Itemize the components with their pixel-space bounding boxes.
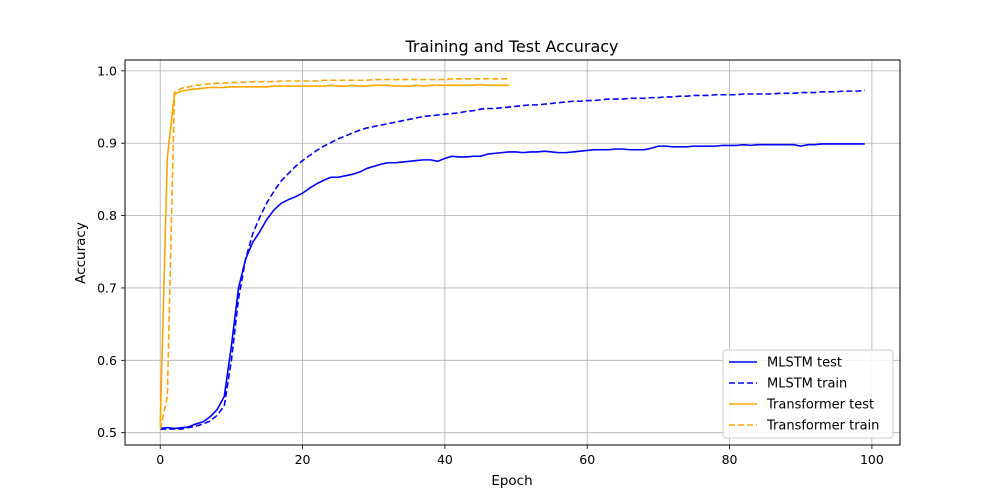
series-line-2 <box>159 83 509 426</box>
grid-lines <box>125 60 900 445</box>
x-tick-label: 40 <box>437 452 453 467</box>
legend-label-3: Transformer train <box>766 419 879 434</box>
y-tick-label: 0.8 <box>97 208 117 223</box>
y-axis-label: Accuracy <box>73 222 89 284</box>
legend-label-0: MLSTM test <box>767 356 842 371</box>
axis-ticks: 0 20 40 60 80 100 0.5 0.6 0.7 0.8 0.9 1.0 <box>97 63 884 467</box>
x-tick-label: 60 <box>579 452 595 467</box>
x-tick-label: 80 <box>722 452 738 467</box>
x-tick-label: 20 <box>295 452 311 467</box>
y-tick-label: 1.0 <box>97 63 117 78</box>
chart-title: Training and Test Accuracy <box>404 37 618 56</box>
series-lines <box>159 78 865 430</box>
series-line-3 <box>159 78 509 430</box>
legend-label-1: MLSTM train <box>767 377 847 392</box>
y-tick-label: 0.6 <box>97 353 117 368</box>
y-tick-label: 0.9 <box>97 136 117 151</box>
legend: MLSTM test MLSTM train Transformer test Tra… <box>722 349 894 439</box>
legend-box <box>722 349 894 439</box>
legend-label-2: Transformer test <box>766 398 874 413</box>
y-tick-label: 0.5 <box>97 425 117 440</box>
series-line-0 <box>160 143 865 430</box>
plot-frame <box>124 59 901 446</box>
x-tick-label: 100 <box>860 452 884 467</box>
series-line-1 <box>160 89 865 430</box>
y-tick-label: 0.7 <box>97 280 117 295</box>
x-tick-label: 0 <box>156 452 164 467</box>
x-axis-label: Epoch <box>491 473 532 489</box>
